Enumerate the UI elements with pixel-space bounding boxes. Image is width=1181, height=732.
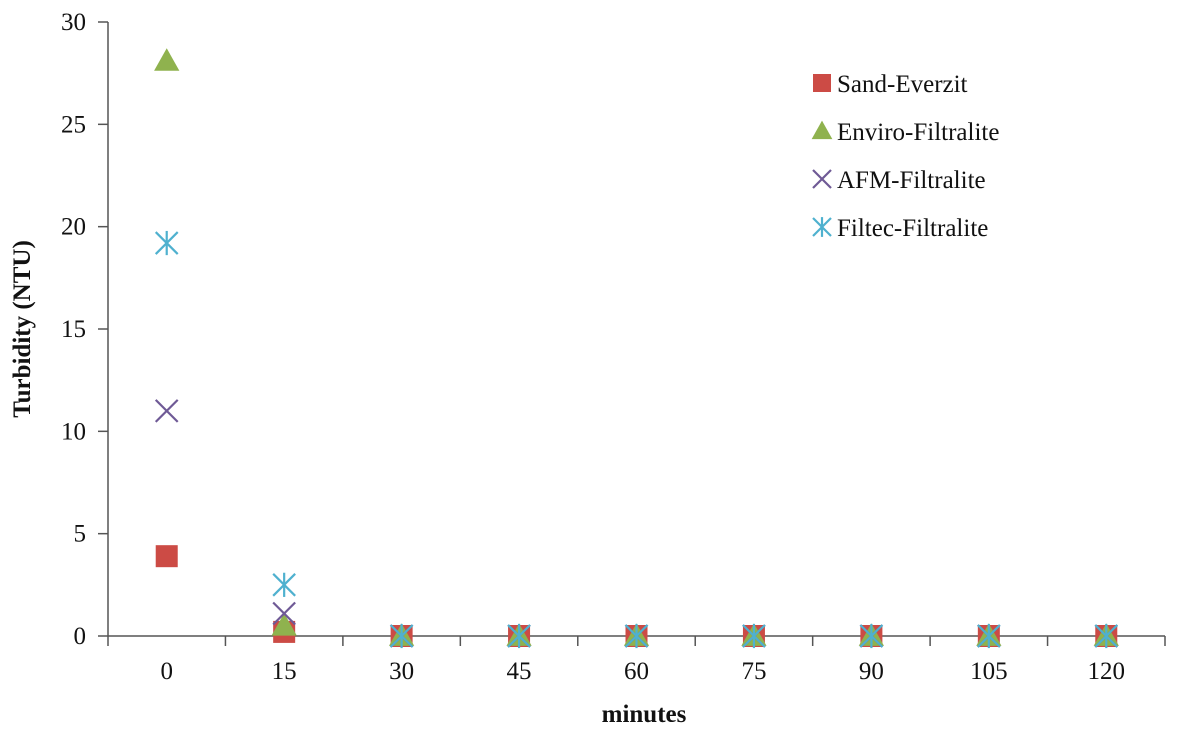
legend-marker bbox=[813, 74, 831, 92]
data-points bbox=[154, 48, 1119, 649]
y-ticks: 0 5 10 15 20 25 30 bbox=[61, 9, 108, 650]
y-tick-label: 10 bbox=[61, 418, 86, 445]
x-tick-label: 90 bbox=[859, 658, 884, 685]
x-tick-label: 30 bbox=[389, 658, 414, 685]
data-point bbox=[272, 601, 296, 626]
legend-item: AFM-Filtralite bbox=[812, 167, 986, 194]
x-tick-label: 45 bbox=[507, 658, 532, 685]
legend-label: Enviro-Filtralite bbox=[837, 119, 999, 146]
legend-marker bbox=[811, 120, 833, 140]
x-tick-label: 105 bbox=[970, 658, 1008, 685]
data-point bbox=[1094, 623, 1119, 649]
data-point bbox=[155, 545, 178, 568]
data-point bbox=[507, 623, 531, 649]
data-point bbox=[624, 623, 649, 649]
data-point bbox=[154, 48, 180, 71]
legend-item: Filtec-Filtralite bbox=[812, 215, 988, 242]
x-tick-label: 75 bbox=[741, 658, 766, 685]
legend-label: Sand-Everzit bbox=[837, 71, 968, 98]
legend-item: Enviro-Filtralite bbox=[811, 119, 999, 146]
x-ticks: 0 15 30 45 60 75 90 105 120 bbox=[107, 636, 1166, 685]
data-point bbox=[154, 399, 179, 423]
data-point bbox=[977, 623, 1001, 649]
data-point bbox=[742, 623, 766, 649]
y-tick-label: 5 bbox=[74, 521, 87, 548]
legend-marker bbox=[812, 217, 832, 237]
data-point bbox=[859, 623, 884, 649]
data-point bbox=[272, 572, 296, 597]
y-tick-label: 25 bbox=[61, 111, 86, 138]
y-tick-label: 20 bbox=[61, 214, 86, 241]
axes bbox=[107, 22, 1165, 637]
legend: Sand-Everzit Enviro-Filtralite AFM-Filtral… bbox=[811, 71, 999, 242]
data-point bbox=[389, 623, 414, 649]
y-tick-label: 0 bbox=[74, 623, 87, 650]
data-point bbox=[271, 613, 297, 636]
y-axis-title: Turbidity (NTU) bbox=[9, 240, 36, 418]
y-tick-label: 15 bbox=[61, 316, 86, 343]
x-tick-label: 15 bbox=[272, 658, 297, 685]
data-point bbox=[154, 230, 179, 256]
x-axis-title: minutes bbox=[602, 701, 687, 728]
legend-item: Sand-Everzit bbox=[813, 71, 968, 98]
x-tick-label: 0 bbox=[160, 658, 173, 685]
legend-label: AFM-Filtralite bbox=[837, 167, 986, 194]
legend-marker bbox=[812, 169, 832, 189]
y-tick-label: 30 bbox=[61, 9, 86, 36]
x-tick-label: 60 bbox=[624, 658, 649, 685]
x-tick-label: 120 bbox=[1088, 658, 1126, 685]
legend-label: Filtec-Filtralite bbox=[837, 215, 988, 242]
